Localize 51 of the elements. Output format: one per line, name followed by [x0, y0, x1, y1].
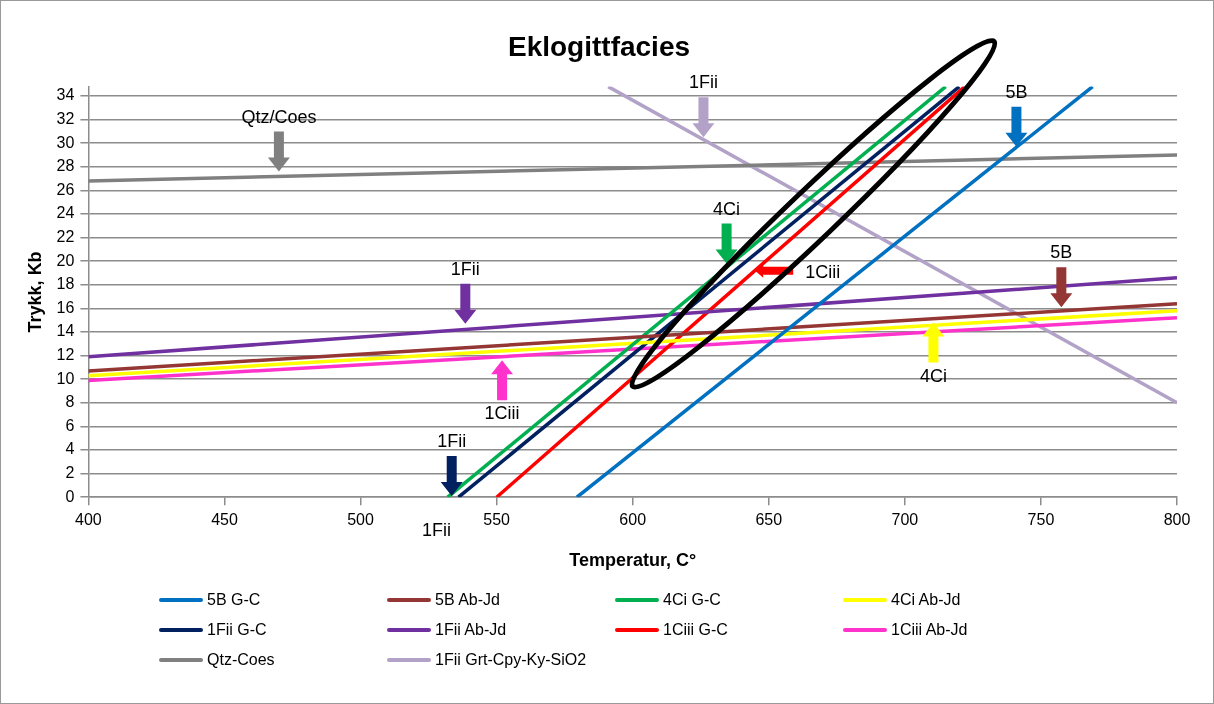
- y-tick-label: 32: [56, 110, 75, 128]
- y-tick-label: 28: [56, 157, 75, 175]
- y-tick-label: 34: [56, 86, 75, 104]
- legend-label: 1Fii G-C: [207, 621, 267, 639]
- y-tick-label: 12: [56, 346, 75, 364]
- y-tick-label: 4: [65, 440, 75, 458]
- annotation: 5B: [1050, 242, 1073, 263]
- y-tick-label: 24: [56, 204, 75, 222]
- y-tick-label: 30: [56, 133, 75, 151]
- x-axis-title: Temperatur, C°: [569, 550, 697, 571]
- legend-label: 1Fii Ab-Jd: [435, 621, 507, 639]
- annotation: 5B: [1005, 81, 1028, 102]
- legend-label: 1Fii Grt-Cpy-Ky-SiO2: [435, 651, 587, 669]
- y-tick-label: 0: [65, 487, 75, 505]
- annotation: 1Fii: [688, 72, 718, 93]
- x-tick-label: 450: [211, 511, 238, 529]
- y-tick-label: 8: [65, 393, 75, 411]
- legend-label: 1Ciii G-C: [663, 621, 728, 639]
- x-tick-label: 600: [619, 511, 647, 529]
- y-tick-label: 14: [56, 322, 75, 340]
- annotation: 1Ciii: [805, 261, 841, 282]
- y-tick-label: 22: [56, 228, 75, 246]
- annotation: 1Ciii: [484, 403, 520, 424]
- x-tick-label: 750: [1027, 511, 1055, 529]
- x-tick-label: 800: [1163, 511, 1191, 529]
- y-tick-label: 10: [56, 369, 75, 387]
- x-tick-label: 700: [891, 511, 919, 529]
- annotation: 4Ci: [713, 198, 741, 219]
- x-tick-label: 650: [755, 511, 783, 529]
- annotation: 1Fii: [450, 258, 480, 279]
- y-tick-label: 18: [56, 275, 75, 293]
- y-tick-label: 20: [56, 251, 75, 269]
- y-axis-title: Trykk, Kb: [24, 251, 45, 333]
- annotation: 1Fii: [422, 520, 452, 541]
- legend-label: 5B G-C: [207, 591, 261, 609]
- legend-label: 4Ci G-C: [663, 591, 721, 609]
- y-tick-label: 2: [65, 464, 75, 482]
- legend-label: 5B Ab-Jd: [435, 591, 500, 609]
- x-tick-label: 550: [483, 511, 511, 529]
- annotation: 1Fii: [437, 430, 467, 451]
- annotation: Qtz/Coes: [241, 106, 317, 127]
- x-tick-label: 400: [75, 511, 102, 529]
- legend-label: Qtz-Coes: [207, 651, 275, 669]
- y-tick-label: 16: [56, 298, 75, 316]
- x-tick-label: 500: [347, 511, 374, 529]
- annotation: 4Ci: [919, 365, 947, 386]
- y-tick-label: 6: [65, 416, 75, 434]
- legend-label: 1Ciii Ab-Jd: [891, 621, 968, 639]
- chart-title: Eklogittfacies: [507, 30, 691, 62]
- legend-label: 4Ci Ab-Jd: [891, 591, 961, 609]
- y-tick-label: 26: [56, 180, 75, 198]
